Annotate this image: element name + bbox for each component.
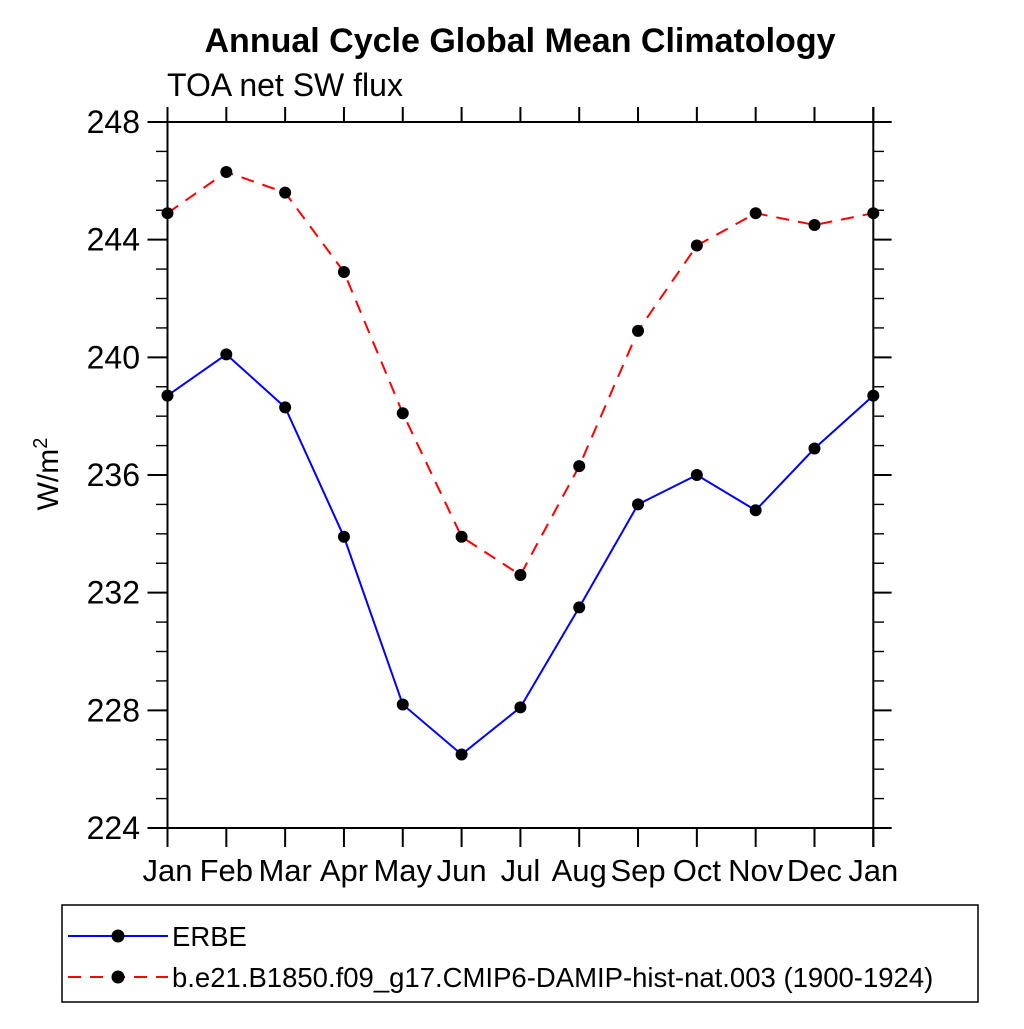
- chart-subtitle: TOA net SW flux: [167, 67, 403, 103]
- legend-marker-model: [111, 970, 125, 984]
- data-marker: [690, 239, 703, 252]
- data-marker: [161, 389, 174, 402]
- y-tick-label: 244: [87, 222, 140, 258]
- x-tick-label: Jan: [143, 853, 193, 888]
- data-marker: [161, 207, 174, 220]
- x-tick-label: Nov: [728, 853, 784, 888]
- data-marker: [396, 407, 409, 420]
- x-tick-label: Apr: [320, 853, 368, 888]
- x-tick-label: Feb: [200, 853, 253, 888]
- data-marker: [573, 460, 586, 473]
- x-tick-label: Aug: [552, 853, 607, 888]
- y-tick-label: 232: [87, 575, 140, 611]
- y-tick-label: 240: [87, 339, 140, 375]
- data-marker: [749, 207, 762, 220]
- chart-title: Annual Cycle Global Mean Climatology: [205, 22, 836, 60]
- plot-series: [161, 166, 880, 761]
- data-marker: [690, 469, 703, 481]
- data-marker: [455, 530, 468, 543]
- x-tick-label: Dec: [787, 853, 842, 888]
- data-marker: [279, 186, 292, 199]
- x-tick-label: Sep: [610, 853, 665, 888]
- y-tick-label: 228: [87, 692, 140, 728]
- x-tick-label: Jul: [501, 853, 541, 888]
- data-marker: [514, 701, 527, 714]
- data-marker: [455, 748, 468, 761]
- legend-label-model: b.e21.B1850.f09_g17.CMIP6-DAMIP-hist-nat…: [172, 962, 933, 993]
- y-tick-label: 236: [87, 457, 140, 493]
- data-marker: [337, 266, 350, 279]
- legend-label-erbe: ERBE: [172, 921, 247, 952]
- data-marker: [220, 166, 233, 179]
- legend-marker-erbe: [111, 929, 125, 943]
- data-marker: [808, 442, 821, 455]
- y-tick-label: 248: [87, 104, 140, 140]
- data-marker: [632, 324, 645, 337]
- x-tick-label: Jun: [437, 853, 487, 888]
- data-marker: [808, 218, 821, 231]
- y-axis-label-exponent: 2: [30, 438, 52, 449]
- data-marker: [337, 530, 350, 543]
- x-tick-label: May: [373, 853, 432, 888]
- y-axis-label-base: W/m: [32, 449, 65, 511]
- data-marker: [632, 498, 645, 511]
- legend: ERBE b.e21.B1850.f09_g17.CMIP6-DAMIP-his…: [61, 904, 979, 1003]
- x-tick-label: Jan: [848, 853, 898, 888]
- data-marker: [867, 207, 880, 220]
- y-tick-label: 224: [87, 810, 140, 846]
- data-marker: [749, 504, 762, 517]
- y-axis-label: W/m2: [30, 438, 65, 511]
- series-line-0: [166, 353, 874, 756]
- data-marker: [279, 401, 292, 414]
- data-marker: [573, 601, 586, 614]
- data-marker: [867, 389, 880, 402]
- data-marker: [396, 698, 409, 711]
- data-marker: [220, 348, 233, 361]
- x-tick-label: Oct: [673, 853, 722, 888]
- series-line-1: [166, 170, 874, 577]
- legend-box: [61, 904, 979, 1003]
- x-tick-label: Mar: [258, 853, 311, 888]
- data-marker: [514, 569, 527, 582]
